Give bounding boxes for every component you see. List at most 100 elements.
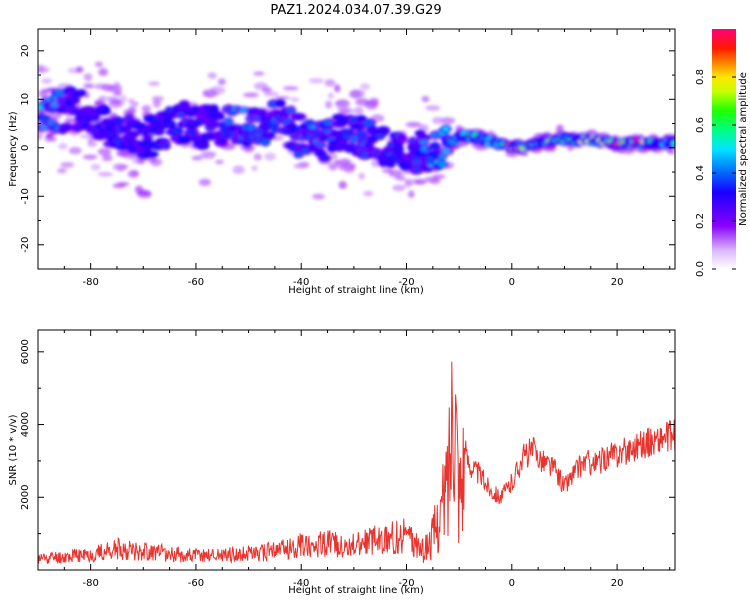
spectrogram-cell [421, 95, 430, 103]
spectrogram-peak [431, 151, 439, 157]
spectrogram-peak [151, 116, 159, 122]
colorbar-tick-label: 0.8 [695, 69, 706, 85]
spectrogram-cell [128, 105, 137, 115]
spectrogram-cell [358, 172, 365, 180]
spectrogram-cell [148, 81, 160, 86]
spectrogram-peak [257, 111, 267, 117]
spectrogram-peak [442, 148, 450, 155]
spectrogram-axes-frame [37, 28, 676, 270]
spectrogram-peak [357, 116, 366, 121]
spectrogram-cell [48, 111, 62, 120]
spectrogram-peak [246, 125, 255, 131]
spectrogram-peak [364, 142, 373, 148]
spectrogram-cell [344, 166, 356, 174]
spectrogram-peak [320, 135, 329, 140]
colorbar-tick-label: 0.0 [695, 261, 706, 277]
spectrogram-cell [312, 193, 325, 200]
spectrogram-cell [382, 168, 394, 173]
spectrogram-cell [68, 146, 82, 155]
spectrogram-peak [214, 114, 222, 119]
spectrogram-peak [419, 139, 429, 145]
spectrogram-cell [440, 117, 456, 125]
spectrogram-cell [151, 95, 165, 102]
spectrogram-peak [188, 122, 196, 128]
spectrogram-cell [253, 71, 265, 76]
snr-y-ticks: 2000 4000 6000 [20, 339, 675, 571]
x-tick-label: 20 [611, 578, 624, 589]
spectrogram-peak [309, 145, 318, 151]
spectrogram-cell [217, 78, 226, 86]
spectrogram-peak [162, 142, 170, 149]
spectrogram-cell [567, 145, 574, 151]
spectrogram-peak [128, 131, 137, 138]
x-tick-label: 0 [509, 578, 515, 589]
spectrogram-cell [359, 83, 371, 90]
y-tick-label: 20 [20, 44, 31, 57]
colorbar-ticks: 0.0 0.2 0.4 0.6 0.8 [695, 69, 736, 277]
x-tick-label: -60 [188, 578, 204, 589]
spectrogram-cell [113, 81, 121, 91]
spectrogram-cell [57, 168, 67, 174]
spectrogram-peak [400, 162, 411, 169]
y-tick-label: 10 [20, 93, 31, 106]
spectrogram-peak [54, 89, 64, 96]
spectrogram-peak [191, 107, 200, 113]
spectrogram-cell [368, 97, 380, 106]
spectrogram-peak [349, 136, 358, 142]
spectrogram-cell [214, 159, 225, 165]
spectrogram-peak [224, 118, 233, 125]
spectrogram-cell [105, 95, 118, 103]
spectrogram-peak [275, 100, 285, 106]
spectrogram-cell [101, 83, 115, 92]
spectrogram-peak [342, 129, 351, 135]
spectrogram-cell [667, 138, 675, 149]
snr-x-ticks: -80 -60 -40 -20 0 20 [37, 330, 671, 589]
spectrogram-cell [44, 136, 57, 142]
spectrogram-cell [94, 61, 104, 68]
spectrogram-peak [166, 122, 174, 127]
spectrogram-y-axis-label: Frequency (Hz) [8, 111, 19, 187]
spectrogram-cell [116, 148, 131, 157]
spectrogram-cell [349, 89, 362, 99]
spectrogram-cell [64, 117, 78, 123]
spectrogram-peak [361, 152, 369, 158]
spectrogram-cell [75, 66, 84, 73]
x-tick-label: -40 [293, 578, 309, 589]
spectrogram-peak [671, 140, 675, 146]
spectrogram-cell [425, 105, 441, 111]
spectrogram-peak [208, 106, 219, 112]
spectrogram-peak [356, 131, 366, 137]
spectrogram-x-ticks: -80 -60 -40 -20 0 20 [37, 29, 671, 288]
spectrogram-peak [39, 115, 49, 122]
spectrogram-peak [187, 129, 197, 136]
snr-axes-frame [37, 329, 676, 571]
spectrogram-peak [87, 114, 98, 120]
spectrogram-cell [38, 66, 50, 74]
spectrogram-peak [368, 127, 376, 133]
spectrogram-cell [363, 190, 374, 197]
x-tick-label: -40 [293, 277, 309, 288]
spectrogram-peak [62, 125, 71, 130]
snr-panel: -80 -60 -40 -20 0 20 2000 4000 6000 Height of s… [8, 329, 676, 596]
spectrogram-peak [438, 161, 447, 168]
colorbar-tick-label: 0.6 [695, 117, 706, 133]
spectrogram-cell [404, 178, 412, 188]
spectrogram-cell [83, 83, 95, 89]
spectrogram-cell [261, 87, 273, 93]
spectrogram-peak [331, 131, 340, 137]
spectrogram-peak [47, 120, 57, 126]
spectrogram-cell [253, 153, 262, 161]
spectrogram-peak [143, 134, 152, 140]
snr-x-axis-label: Height of straight line (km) [288, 585, 424, 596]
spectrogram-cell [112, 183, 126, 189]
spectrogram-cell [198, 178, 212, 187]
spectrogram-cell [274, 95, 291, 100]
spectrogram-cell [141, 190, 151, 195]
spectrogram-blobs [38, 61, 675, 200]
spectrogram-peak [177, 112, 184, 118]
y-tick-label: -20 [20, 237, 31, 253]
spectrogram-cell [327, 92, 334, 100]
spectrogram-cell [424, 176, 441, 183]
spectrogram-cell [338, 180, 347, 189]
spectrogram-peak [70, 108, 78, 114]
